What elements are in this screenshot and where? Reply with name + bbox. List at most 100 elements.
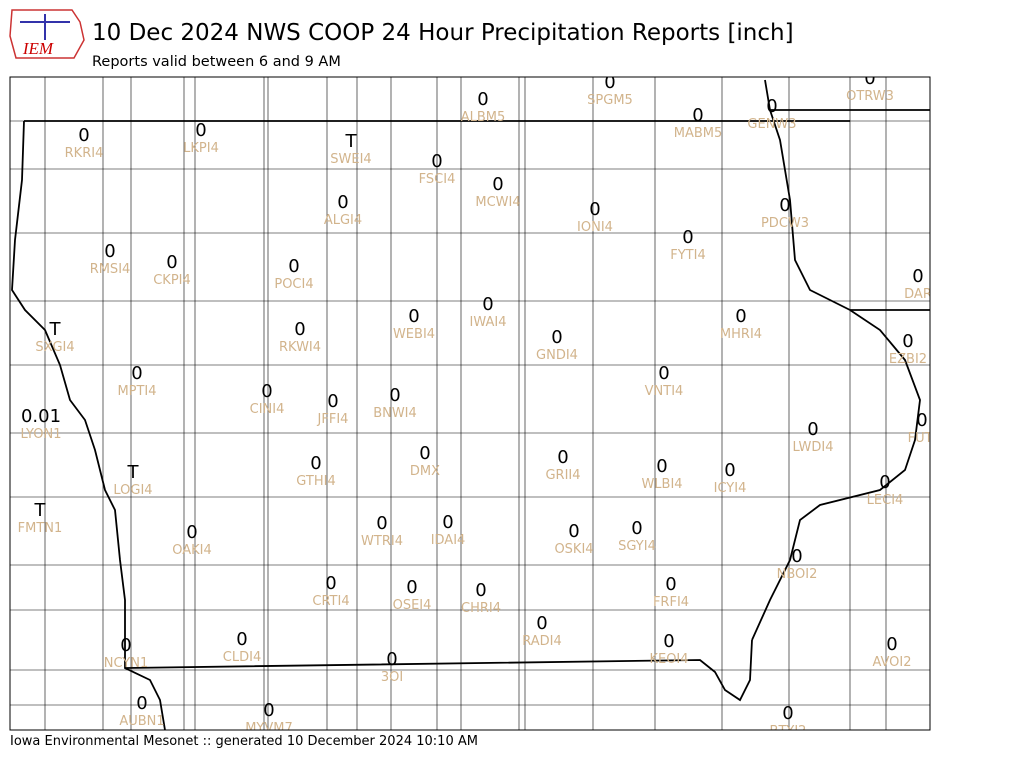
station-value: 0 xyxy=(886,634,897,655)
station-label: OAKI4 xyxy=(172,543,212,558)
station-value: 0 xyxy=(386,649,397,670)
station-value: 0 xyxy=(325,573,336,594)
station-label: RMSI4 xyxy=(90,262,131,277)
station-label: WTRI4 xyxy=(361,534,403,549)
map: 0ALBM50SPGM50OTRW30MABM50GENW30RKRI40LKP… xyxy=(10,72,937,739)
station-label: CINI4 xyxy=(250,402,285,417)
station-label: BTYI2 xyxy=(770,724,807,739)
station-label: GTHI4 xyxy=(296,474,335,489)
station-value: 0 xyxy=(406,577,417,598)
station-value: 0 xyxy=(310,453,321,474)
station-label: LOGI4 xyxy=(113,483,152,498)
station-value: 0 xyxy=(604,72,615,93)
station-label: RKWI4 xyxy=(279,340,321,355)
station-label: MCWI4 xyxy=(475,195,520,210)
title: 10 Dec 2024 NWS COOP 24 Hour Precipitati… xyxy=(92,20,794,46)
stations: 0ALBM50SPGM50OTRW30MABM50GENW30RKRI40LKP… xyxy=(18,72,937,739)
station-label: IWAI4 xyxy=(470,315,507,330)
county-lines xyxy=(10,77,930,730)
station-value: T xyxy=(49,319,62,340)
station-label: SGYI4 xyxy=(618,539,656,554)
station-label: MYVM7 xyxy=(245,721,293,736)
station-value: 0 xyxy=(902,331,913,352)
station-value: 0 xyxy=(261,381,272,402)
station-value: 0 xyxy=(263,700,274,721)
footer: Iowa Environmental Mesonet :: generated … xyxy=(10,734,478,749)
station-value: 0 xyxy=(186,522,197,543)
station-label: WEBI4 xyxy=(393,327,435,342)
station-label: FSCI4 xyxy=(419,172,456,187)
station-value: 0 xyxy=(631,518,642,539)
station-value: 0 xyxy=(166,252,177,273)
station-label: EZBI2 xyxy=(889,352,927,367)
station-value: 0 xyxy=(195,120,206,141)
station-label: MHRI4 xyxy=(720,327,762,342)
station-value: T xyxy=(34,500,47,521)
state-border xyxy=(124,639,753,702)
station-value: 0 xyxy=(551,327,562,348)
station-value: 0 xyxy=(131,363,142,384)
station-value: 0 xyxy=(337,192,348,213)
station-label: ALBM5 xyxy=(461,110,506,125)
station-value: 0 xyxy=(236,629,247,650)
station-label: GRII4 xyxy=(545,468,580,483)
station-label: OSEI4 xyxy=(393,598,432,613)
station-label: RKRI4 xyxy=(65,146,104,161)
station-value: 0 xyxy=(665,574,676,595)
station-value: T xyxy=(127,462,140,483)
station-value: 0 xyxy=(735,306,746,327)
station-value: 0 xyxy=(104,241,115,262)
station-value: 0 xyxy=(663,631,674,652)
station-label: KEOI4 xyxy=(649,652,688,667)
station-value: 0 xyxy=(288,256,299,277)
logo-text: IEM xyxy=(22,39,54,58)
subtitle: Reports valid between 6 and 9 AM xyxy=(92,54,341,70)
station-value: 0 xyxy=(682,227,693,248)
station-value: 0 xyxy=(482,294,493,315)
station-value: 0 xyxy=(389,385,400,406)
station-label: PDCW3 xyxy=(761,216,809,231)
station-value: T xyxy=(345,131,358,152)
station-value: 0 xyxy=(419,443,430,464)
station-value: 0 xyxy=(589,199,600,220)
station-label: FYTI4 xyxy=(670,248,705,263)
station-label: GNDI4 xyxy=(536,348,578,363)
station-label: LYON1 xyxy=(21,427,62,442)
station-label: 3OI xyxy=(381,670,403,685)
station-value: 0 xyxy=(791,546,802,567)
station-value: 0 xyxy=(536,613,547,634)
station-value: 0 xyxy=(782,703,793,724)
station-value: 0.01 xyxy=(21,406,61,427)
station-value: 0 xyxy=(408,306,419,327)
station-label: IDAI4 xyxy=(431,533,466,548)
station-value: 0 xyxy=(724,460,735,481)
station-label: FUTI xyxy=(908,431,937,446)
station-value: 0 xyxy=(779,195,790,216)
station-label: CHRI4 xyxy=(461,601,501,616)
station-value: 0 xyxy=(916,410,927,431)
station-value: 0 xyxy=(327,391,338,412)
station-label: CRTI4 xyxy=(312,594,349,609)
station-label: OTRW3 xyxy=(846,89,894,104)
station-label: WLBI4 xyxy=(641,477,682,492)
map-frame xyxy=(9,76,931,731)
station-label: SXGI4 xyxy=(35,340,74,355)
station-label: ICYI4 xyxy=(714,481,747,496)
station-label: MABM5 xyxy=(674,126,723,141)
station-label: ALGI4 xyxy=(324,213,362,228)
station-value: 0 xyxy=(431,151,442,172)
station-value: 0 xyxy=(568,521,579,542)
station-label: BNWI4 xyxy=(373,406,417,421)
station-label: AUBN1 xyxy=(119,714,164,729)
station-label: SWEI4 xyxy=(330,152,371,167)
state-border xyxy=(770,109,930,311)
station-label: JFFI4 xyxy=(317,412,349,427)
station-value: 0 xyxy=(136,693,147,714)
station-value: 0 xyxy=(475,580,486,601)
station-value: 0 xyxy=(879,472,890,493)
station-label: VNTI4 xyxy=(645,384,684,399)
station-label: POCI4 xyxy=(274,277,313,292)
station-label: LWDI4 xyxy=(792,440,833,455)
